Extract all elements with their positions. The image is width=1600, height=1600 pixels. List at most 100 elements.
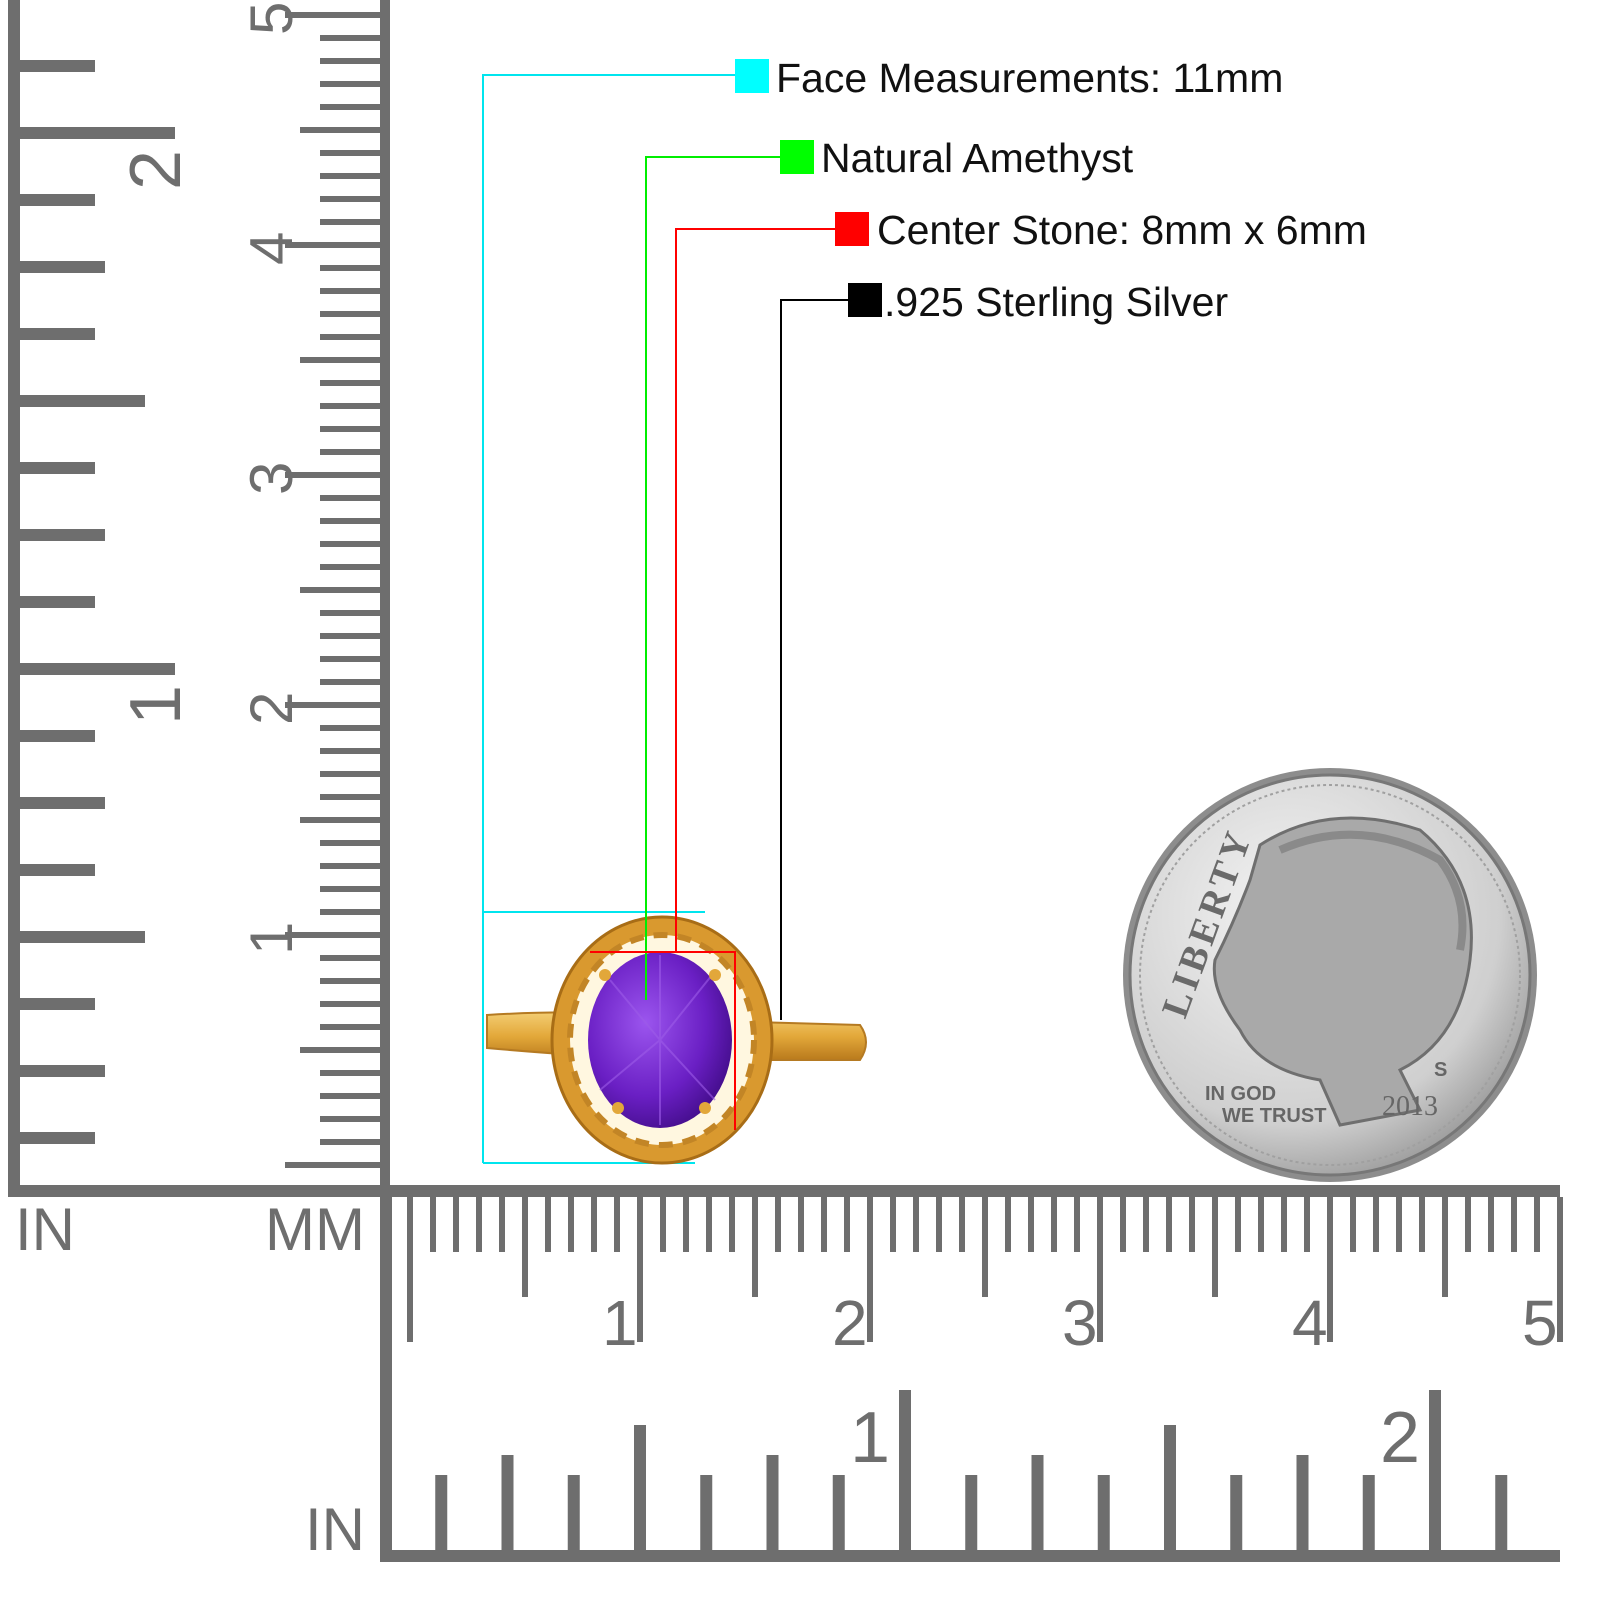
left-ruler-bottom-edge	[8, 1185, 390, 1197]
mm-tick	[320, 1093, 380, 1099]
inch-tick	[20, 596, 95, 608]
mm-tick	[320, 886, 380, 892]
mm-tick	[320, 219, 380, 225]
left-cm-number: 3	[238, 462, 305, 495]
inch-tick	[1495, 1475, 1508, 1550]
mm-tick	[320, 380, 380, 386]
amethyst-label: Natural Amethyst	[821, 135, 1134, 181]
mm-tick	[1557, 1197, 1563, 1342]
mm-tick	[775, 1197, 781, 1252]
inch-tick	[20, 663, 175, 675]
mm-tick	[1488, 1197, 1494, 1252]
inch-tick	[1362, 1475, 1375, 1550]
ring-illustration	[486, 915, 867, 1165]
inch-tick	[832, 1475, 845, 1550]
bottom-ruler-bottom-edge	[380, 1550, 1560, 1562]
callout-lines-inner	[590, 156, 848, 1130]
mm-tick	[591, 1197, 597, 1252]
mm-tick	[1235, 1197, 1241, 1252]
mm-tick	[300, 1047, 380, 1053]
mm-tick	[300, 127, 380, 133]
metal-line	[780, 299, 848, 1020]
mm-tick	[1097, 1197, 1103, 1342]
inch-tick	[20, 395, 145, 407]
mm-tick	[300, 817, 380, 823]
mm-tick	[320, 771, 380, 777]
left-ruler-mm-edge	[380, 0, 390, 1195]
mm-tick	[320, 633, 380, 639]
mm-tick	[320, 265, 380, 271]
inch-tick	[20, 1132, 95, 1144]
coin-mint-mark: S	[1434, 1059, 1447, 1081]
inch-tick	[567, 1475, 580, 1550]
mm-tick	[798, 1197, 804, 1252]
mm-tick	[300, 357, 380, 363]
mm-tick	[1304, 1197, 1310, 1252]
bottom-cm-number: 1	[602, 1287, 638, 1359]
inch-tick	[1097, 1475, 1110, 1550]
mm-tick	[1373, 1197, 1379, 1252]
mm-tick	[320, 1024, 380, 1030]
mm-tick	[545, 1197, 551, 1252]
mm-tick	[729, 1197, 735, 1252]
mm-tick	[320, 541, 380, 547]
mm-tick	[476, 1197, 482, 1252]
mm-tick	[320, 196, 380, 202]
mm-tick	[522, 1197, 528, 1297]
mm-tick	[300, 587, 380, 593]
inch-tick	[20, 127, 175, 139]
bottom-ruler-top-edge	[385, 1185, 1560, 1197]
left-mm-label: MM	[265, 1196, 365, 1263]
mm-tick	[320, 909, 380, 915]
mm-tick	[1074, 1197, 1080, 1252]
mm-tick	[982, 1197, 988, 1297]
inch-tick	[1429, 1390, 1441, 1550]
mm-tick	[320, 104, 380, 110]
mm-tick	[683, 1197, 689, 1252]
mm-tick	[1143, 1197, 1149, 1252]
mm-tick	[320, 679, 380, 685]
mm-tick	[320, 610, 380, 616]
inch-tick	[1164, 1425, 1176, 1550]
mm-tick	[320, 495, 380, 501]
mm-tick	[430, 1197, 436, 1252]
mm-tick	[637, 1197, 643, 1342]
left-ruler-edge	[8, 0, 20, 1195]
mm-tick	[890, 1197, 896, 1252]
left-cm-number: 1	[238, 922, 305, 955]
bottom-cm-number: 2	[832, 1287, 868, 1359]
mm-tick	[320, 81, 380, 87]
metal-label: .925 Sterling Silver	[884, 279, 1229, 325]
inch-tick	[1296, 1455, 1309, 1550]
mm-tick	[453, 1197, 459, 1252]
inch-tick	[766, 1455, 779, 1550]
mm-tick	[1258, 1197, 1264, 1252]
left-inch-number: 2	[116, 150, 196, 190]
mm-tick	[568, 1197, 574, 1252]
mm-tick	[1051, 1197, 1057, 1252]
mm-tick	[320, 1116, 380, 1122]
dime-coin: LIBERTY IN GOD WE TRUST 2013 S	[1123, 768, 1537, 1182]
mm-tick	[320, 288, 380, 294]
mm-tick	[320, 150, 380, 156]
mm-tick	[285, 472, 380, 478]
inch-tick	[20, 60, 95, 72]
metal-swatch	[848, 283, 882, 317]
mm-tick	[320, 656, 380, 662]
mm-tick	[320, 173, 380, 179]
mm-tick	[320, 334, 380, 340]
left-ruler: 1 2 3 4 5 1 2	[8, 0, 390, 1197]
mm-tick	[1465, 1197, 1471, 1252]
center-stone-box	[590, 951, 736, 1130]
inch-tick	[20, 261, 105, 273]
face-measure-swatch	[735, 59, 769, 93]
mm-tick	[1350, 1197, 1356, 1252]
inch-tick	[965, 1475, 978, 1550]
center-stone-label: Center Stone: 8mm x 6mm	[877, 207, 1367, 253]
mm-tick	[320, 403, 380, 409]
mm-tick	[285, 932, 380, 938]
mm-tick	[320, 1070, 380, 1076]
mm-tick	[320, 35, 380, 41]
inch-tick	[20, 797, 105, 809]
bottom-in-label: IN	[305, 1496, 365, 1563]
